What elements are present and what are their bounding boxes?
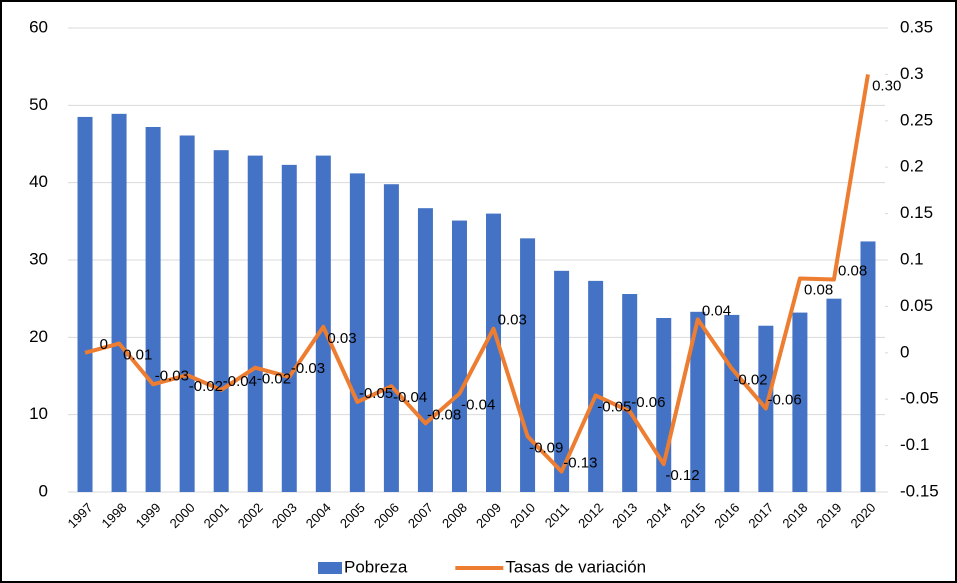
data-label: -0.04 (393, 389, 427, 406)
data-label: 0.08 (838, 262, 867, 279)
data-label: -0.08 (427, 406, 461, 423)
data-label: -0.04 (461, 397, 495, 414)
data-label: -0.03 (291, 360, 325, 377)
line (84, 74, 870, 474)
y-tick-label: 30 (29, 249, 48, 268)
y2-tick-label: 0.25 (900, 110, 933, 129)
bar (486, 213, 502, 492)
x-tick-label: 1999 (133, 500, 164, 531)
bar (622, 294, 638, 492)
data-label: -0.05 (359, 385, 393, 402)
bar (179, 135, 195, 492)
data-label: 0.03 (327, 330, 356, 347)
bar (349, 173, 365, 493)
data-label: -0.09 (529, 439, 563, 456)
x-tick-label: 2011 (542, 500, 572, 530)
bar (554, 270, 570, 492)
data-label: 0.04 (702, 302, 731, 319)
bar (860, 241, 876, 492)
x-tick-label: 2002 (235, 500, 266, 531)
x-tick-label: 2006 (371, 500, 402, 531)
y2-tick-label: 0 (900, 342, 909, 361)
y2-tick-label: -0.05 (900, 389, 939, 408)
x-tick-label: 1997 (65, 500, 96, 531)
data-label: 0.03 (498, 312, 527, 329)
y2-tick-label: 0.15 (900, 203, 933, 222)
data-label: -0.06 (767, 391, 801, 408)
x-tick-label: 2000 (167, 500, 198, 531)
data-label: -0.02 (189, 378, 223, 395)
bar (145, 126, 161, 492)
bar (588, 280, 604, 492)
x-tick-label: 2018 (779, 500, 810, 531)
y-tick-label: 0 (39, 481, 48, 500)
x-tick-label: 2013 (609, 500, 640, 531)
bar (690, 311, 706, 492)
y2-tick-label: -0.15 (900, 481, 939, 500)
data-label: -0.05 (597, 398, 631, 415)
bar (77, 116, 93, 492)
x-tick-label: 2014 (643, 500, 674, 531)
bar (315, 155, 331, 492)
x-tick-label: 2019 (813, 500, 844, 531)
x-tick-label: 2017 (745, 500, 776, 531)
bar (247, 155, 263, 492)
y2-tick-label: 0.05 (900, 296, 933, 315)
legend-label: Tasas de variación (505, 557, 646, 576)
bar (111, 113, 127, 492)
x-tick-label: 2010 (507, 500, 538, 531)
y2-tick-label: 0.1 (900, 249, 924, 268)
bar (281, 164, 297, 492)
data-label: 0 (100, 336, 108, 353)
legend-swatch (318, 562, 342, 574)
bar (417, 208, 433, 493)
x-tick-label: 2007 (405, 500, 436, 531)
y2-tick-label: 0.2 (900, 157, 924, 176)
y2-tick-label: -0.1 (900, 435, 929, 454)
x-tick-label: 2012 (575, 500, 606, 531)
x-tick-label: 2008 (439, 500, 470, 531)
x-tick-label: 2001 (201, 500, 232, 531)
data-label: -0.03 (155, 367, 189, 384)
data-label: -0.02 (257, 371, 291, 388)
bar (213, 150, 229, 493)
x-tick-label: 1998 (99, 500, 130, 531)
x-tick-label: 2016 (711, 500, 742, 531)
data-label: -0.02 (733, 372, 767, 389)
data-label: 0.30 (872, 77, 901, 94)
x-tick-label: 2009 (473, 500, 504, 531)
data-label: -0.13 (563, 455, 597, 472)
x-tick-label: 2003 (269, 500, 300, 531)
data-label: -0.06 (631, 394, 665, 411)
bar (383, 184, 399, 493)
y-tick-label: 60 (29, 17, 48, 36)
y2-tick-label: 0.35 (900, 17, 933, 36)
y2-tick-label: 0.3 (900, 64, 924, 83)
data-label: -0.12 (665, 467, 699, 484)
y-tick-label: 40 (29, 172, 48, 191)
y-tick-label: 20 (29, 327, 48, 346)
data-label: 0.08 (804, 282, 833, 299)
data-label: -0.04 (223, 373, 257, 390)
bar (792, 312, 808, 492)
legend-label: Pobreza (344, 557, 408, 576)
bar (826, 298, 842, 492)
x-tick-label: 2005 (337, 500, 368, 531)
bar (451, 220, 467, 492)
y-tick-label: 50 (29, 95, 48, 114)
y-tick-label: 10 (29, 404, 48, 423)
data-label: 0.01 (123, 346, 152, 363)
x-tick-label: 2020 (847, 500, 878, 531)
x-tick-label: 2004 (303, 500, 334, 531)
bar (724, 314, 740, 492)
x-tick-label: 2015 (677, 500, 708, 531)
